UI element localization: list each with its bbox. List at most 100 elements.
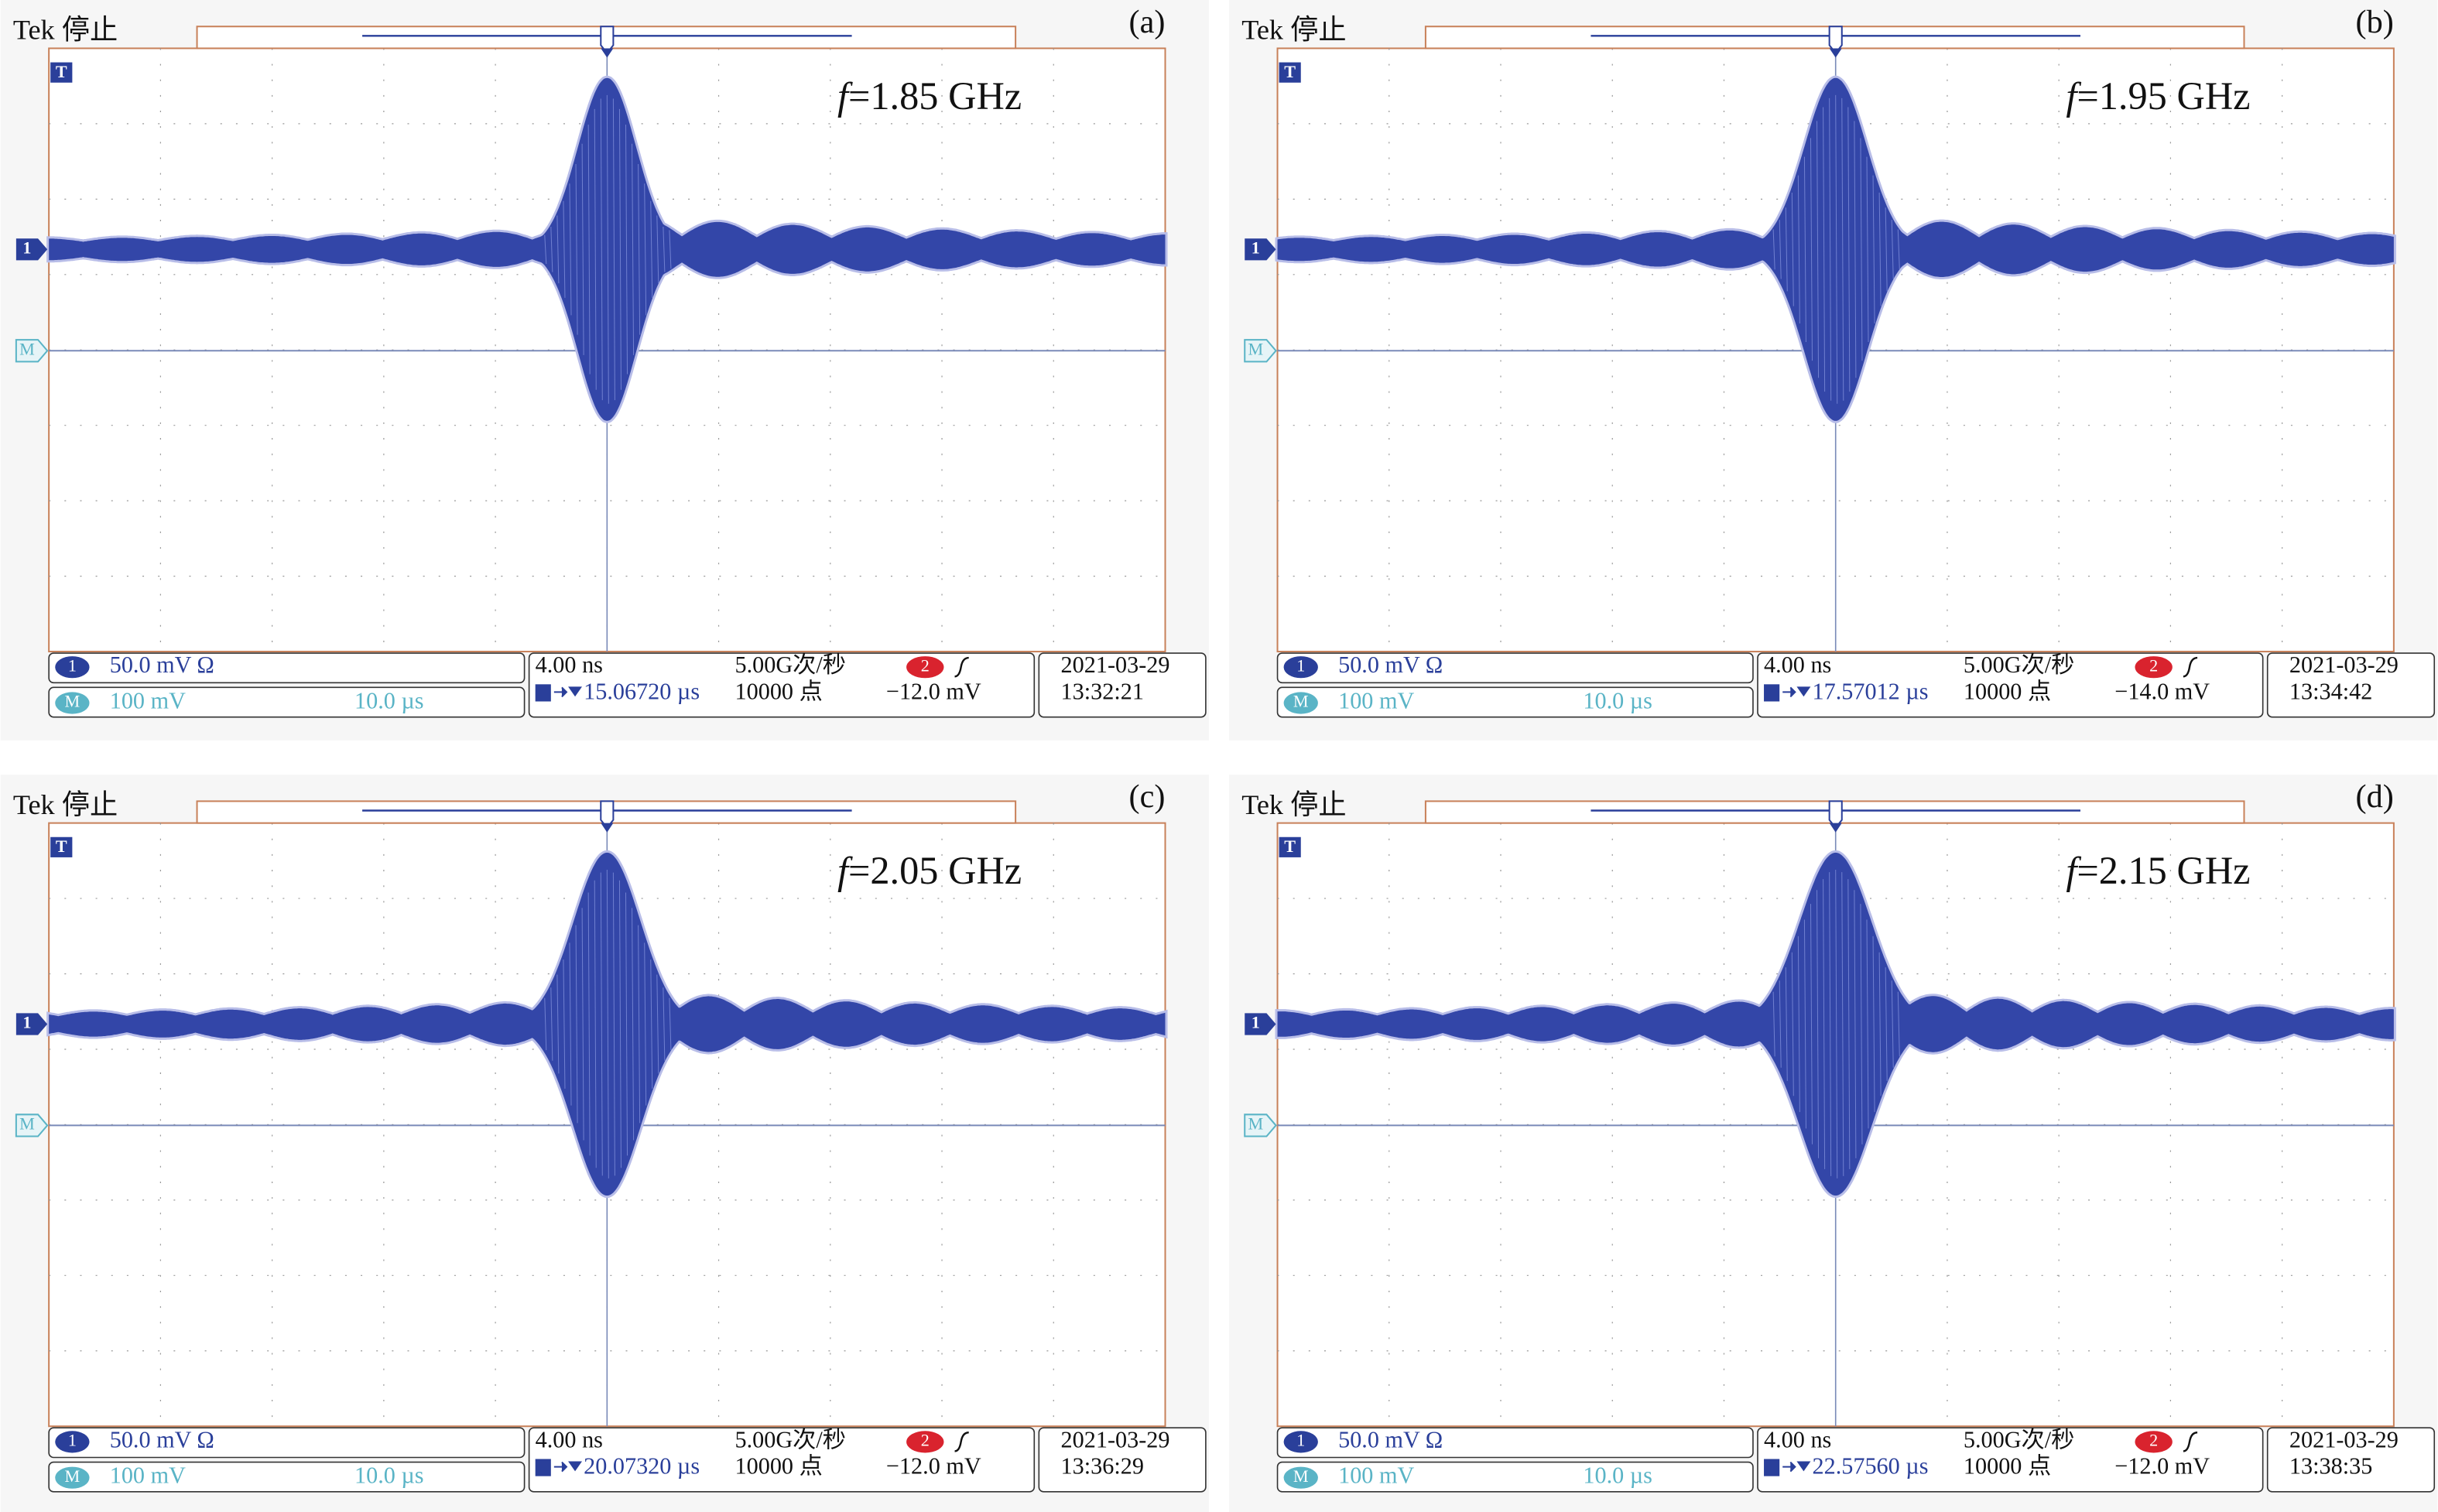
waveform-texture [1785,967,1788,1081]
scope-panel: T 1 M Tek 停止 (b) f=1.95 GHz 1 50.0 mV Ω M 100 mV 1… [1229,0,2438,741]
math-time: 10.0 µs [1583,687,1652,713]
sample-rate: 5.00G次/秒 [1964,1426,2074,1452]
waveform-texture [569,942,572,1106]
waveform-texture [594,880,597,1168]
trigger-icon-arrow [1782,1461,1811,1473]
waveform-texture [575,925,578,1124]
timebase: 4.00 ns [536,652,603,678]
ch1-scale: 50.0 mV Ω [110,652,214,678]
trigger-marker: T [1284,62,1296,81]
ch1-scale: 50.0 mV Ω [110,1426,214,1452]
ch1-marker: 1 [22,238,31,257]
date: 2021-03-29 [1061,652,1170,678]
trigger-pointer-bottom [1829,48,1842,58]
scope-panel: T 1 M Tek 停止 (d) f=2.15 GHz 1 50.0 mV Ω M 100 mV 1… [1229,775,2438,1512]
trigger-badge-bg [2135,656,2173,679]
waveform-texture [1866,919,1869,1129]
time: 13:32:21 [1061,678,1144,704]
waveform-texture [1878,192,1882,306]
frequency: f=1.95 GHz [2066,74,2250,117]
sample-rate: 5.00G次/秒 [735,652,846,678]
waveform-texture [1779,220,1782,279]
marker-box [1279,836,1301,857]
trigger-pointer-bottom [1829,823,1842,833]
trigger-position: 22.57560 µs [1812,1453,1928,1480]
waveform-texture [1779,980,1782,1068]
waveform-texture [587,125,591,375]
waveform-texture [1841,97,1844,401]
ch1-badge: 1 [1296,1430,1305,1449]
trigger-badge: 2 [2149,655,2158,675]
math-marker: M [1248,1113,1263,1133]
date: 2021-03-29 [2289,1426,2399,1452]
panel-label: (c) [1129,778,1166,815]
marker-box [50,836,73,857]
panel-label: (d) [2356,778,2394,815]
time: 13:36:29 [1061,1453,1144,1480]
ch1-marker: 1 [1252,238,1260,257]
brand: Tek 停止 [1241,789,1346,820]
ch1-badge: 1 [1296,655,1305,675]
time: 13:38:35 [2289,1453,2372,1480]
waveform-texture [644,942,647,1106]
math-marker: M [19,339,35,358]
waveform-texture [644,183,647,316]
math-scale: 100 mV [110,687,186,713]
waveform-texture [650,200,653,298]
status-box [1276,686,1754,718]
slope-icon [2183,656,2198,678]
waveform-texture [1891,980,1894,1068]
status-box [48,652,526,684]
timebase: 4.00 ns [536,1426,603,1452]
waveform-texture [1854,890,1857,1158]
marker-box [1279,62,1301,83]
panel-label: (b) [2356,4,2394,40]
status-box [1038,652,1207,718]
waveform-texture [1803,919,1806,1129]
trigger-badge: 2 [921,655,930,675]
math-scale: 100 mV [1338,687,1414,713]
waveform-texture [663,226,666,272]
time: 13:34:42 [2289,678,2372,704]
waveform-texture [632,143,635,355]
trigger-marker: T [56,836,67,856]
waveform-texture [544,997,547,1051]
marker-box [1245,1013,1276,1035]
marker-box [15,238,48,261]
brand: Tek 停止 [1241,15,1346,46]
frequency-value: =2.15 GHz [2077,849,2250,892]
waveform-texture [1835,94,1838,404]
status-box [1276,1461,1754,1493]
math-time: 10.0 µs [354,1462,424,1489]
ch1-marker: 1 [1252,1013,1260,1032]
trigger-position: 20.07320 µs [584,1453,700,1480]
waveform-texture [544,234,547,265]
trigger-position: 15.06720 µs [584,678,700,704]
trigger-icon [1764,1459,1780,1476]
waveform-texture [625,125,628,375]
status-box [48,686,526,718]
ch1-badge: 1 [68,1430,77,1449]
waveform-texture [1897,991,1900,1057]
marker-box [1244,1113,1277,1137]
waveform [1277,77,2394,421]
scope-panel: T 1 M Tek 停止 (a) f=1.85 GHz 1 50.0 mV Ω M 100 mV 1… [0,0,1209,741]
waveform-texture [587,892,591,1156]
slope-icon [2183,1432,2198,1452]
frequency: f=2.15 GHz [2066,849,2250,892]
frequency-value: =2.05 GHz [848,849,1022,892]
waveform-texture [594,108,597,390]
trigger-level: −12.0 mV [886,678,981,704]
status-box [2266,1427,2436,1493]
waveform-texture [556,974,560,1074]
math-scale: 100 mV [1338,1462,1414,1489]
waveform-texture [606,870,609,1178]
record-length: 10000 点 [1964,1453,2051,1480]
waveform-texture [1823,107,1826,392]
marker-box [15,1113,49,1137]
sample-rate: 5.00G次/秒 [1964,652,2074,678]
waveform-texture [625,892,628,1156]
trigger-badge-bg [906,656,944,679]
waveform-texture [618,880,621,1168]
